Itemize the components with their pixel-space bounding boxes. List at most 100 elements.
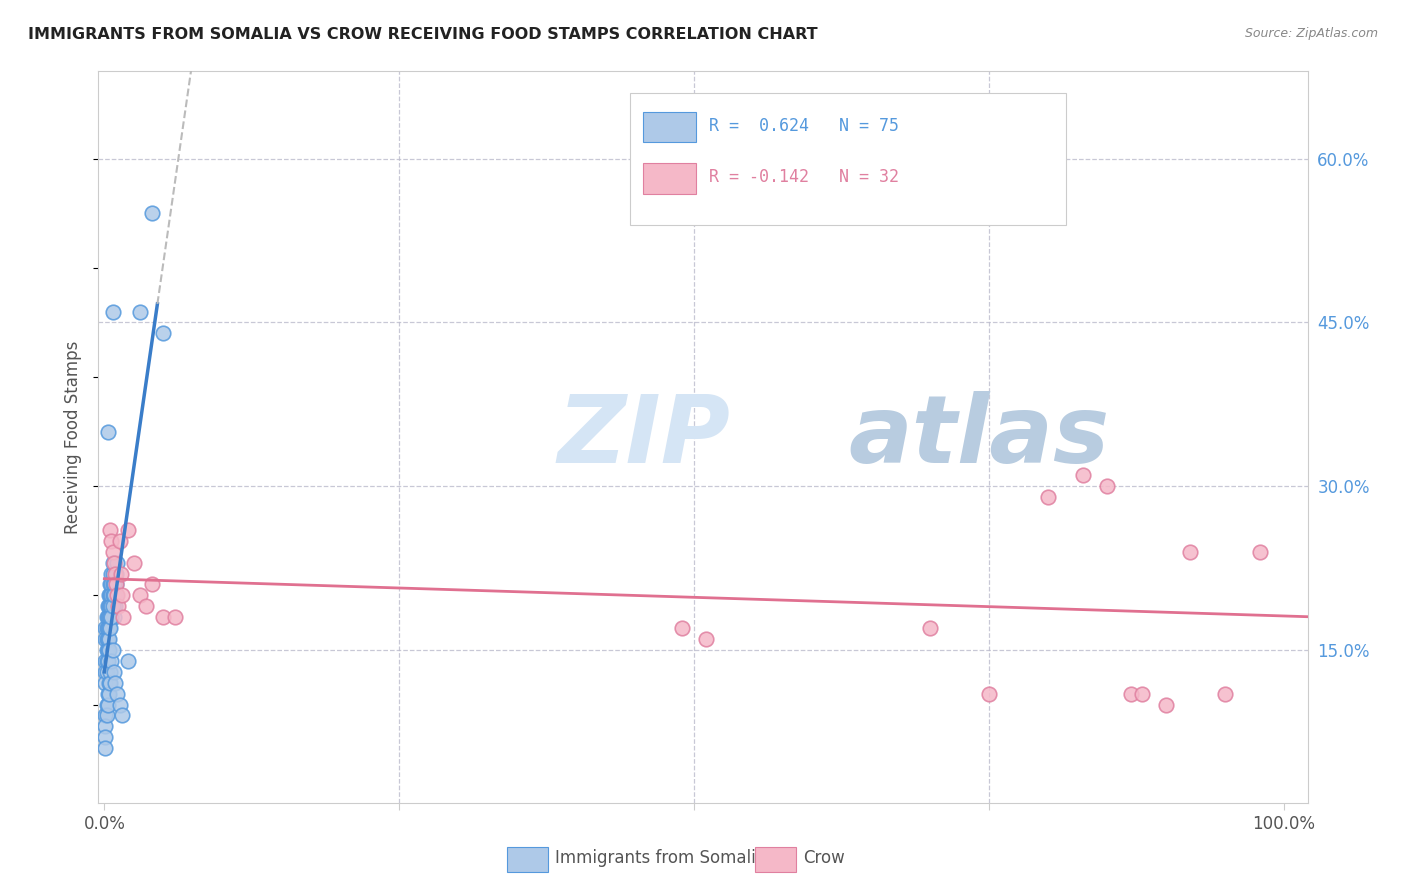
Point — [108, 698, 131, 712]
FancyBboxPatch shape — [755, 847, 796, 872]
Point — [103, 610, 125, 624]
Point — [94, 665, 117, 679]
Point — [98, 577, 121, 591]
Point — [101, 304, 124, 318]
Point — [98, 675, 121, 690]
Point — [107, 599, 129, 614]
Text: IMMIGRANTS FROM SOMALIA VS CROW RECEIVING FOOD STAMPS CORRELATION CHART: IMMIGRANTS FROM SOMALIA VS CROW RECEIVIN… — [28, 27, 818, 42]
Point — [1119, 687, 1142, 701]
Point — [98, 610, 121, 624]
Point — [100, 577, 122, 591]
FancyBboxPatch shape — [643, 112, 696, 143]
Point — [94, 632, 117, 646]
Point — [96, 654, 118, 668]
Point — [977, 687, 1000, 701]
Point — [98, 687, 121, 701]
Point — [97, 621, 120, 635]
Point — [103, 556, 125, 570]
Point — [105, 687, 128, 701]
Point — [98, 643, 121, 657]
Point — [105, 566, 128, 581]
Point — [94, 654, 117, 668]
Point — [128, 304, 150, 318]
Point — [100, 654, 122, 668]
Point — [100, 566, 122, 581]
Point — [97, 599, 120, 614]
Point — [98, 621, 121, 635]
Point — [96, 665, 118, 679]
Point — [94, 675, 117, 690]
Point — [98, 599, 121, 614]
Point — [111, 708, 134, 723]
Text: ZIP: ZIP — [558, 391, 731, 483]
Point — [100, 610, 122, 624]
Point — [98, 610, 121, 624]
Point — [671, 621, 693, 635]
Point — [98, 588, 121, 602]
Point — [101, 545, 124, 559]
Point — [101, 556, 124, 570]
Point — [105, 556, 128, 570]
Point — [94, 741, 117, 756]
Point — [141, 206, 163, 220]
Point — [117, 523, 139, 537]
Point — [104, 588, 127, 602]
Point — [98, 588, 121, 602]
Point — [108, 533, 131, 548]
FancyBboxPatch shape — [643, 163, 696, 194]
Text: Crow: Crow — [803, 848, 845, 867]
Point — [1178, 545, 1201, 559]
Point — [94, 719, 117, 733]
Point — [98, 632, 121, 646]
Point — [96, 621, 118, 635]
Point — [97, 632, 120, 646]
Text: Immigrants from Somalia: Immigrants from Somalia — [555, 848, 766, 867]
Point — [128, 588, 150, 602]
Point — [96, 708, 118, 723]
Point — [100, 599, 122, 614]
Point — [94, 708, 117, 723]
Point — [96, 643, 118, 657]
Point — [1095, 479, 1118, 493]
Point — [94, 731, 117, 745]
Point — [104, 577, 127, 591]
Point — [98, 523, 121, 537]
Point — [1213, 687, 1236, 701]
Point — [1249, 545, 1271, 559]
Point — [98, 675, 121, 690]
Point — [117, 654, 139, 668]
Point — [152, 610, 174, 624]
Point — [112, 610, 135, 624]
Point — [103, 577, 125, 591]
Point — [96, 698, 118, 712]
Point — [105, 577, 128, 591]
Point — [96, 632, 118, 646]
Point — [110, 566, 132, 581]
Point — [101, 577, 124, 591]
Point — [98, 599, 121, 614]
Point — [104, 566, 127, 581]
Point — [97, 425, 120, 439]
Point — [105, 588, 128, 602]
FancyBboxPatch shape — [630, 94, 1066, 225]
Point — [111, 588, 134, 602]
Point — [920, 621, 942, 635]
FancyBboxPatch shape — [508, 847, 548, 872]
Point — [103, 588, 125, 602]
Point — [103, 665, 125, 679]
Point — [97, 698, 120, 712]
Point — [105, 588, 128, 602]
Point — [695, 632, 717, 646]
Point — [98, 665, 121, 679]
Point — [101, 588, 124, 602]
Point — [98, 621, 121, 635]
Text: R =  0.624   N = 75: R = 0.624 N = 75 — [709, 117, 898, 136]
Point — [122, 556, 145, 570]
Point — [100, 588, 122, 602]
Point — [1132, 687, 1154, 701]
Point — [97, 687, 120, 701]
Text: atlas: atlas — [848, 391, 1109, 483]
Point — [1073, 468, 1095, 483]
Point — [101, 566, 124, 581]
Point — [103, 588, 125, 602]
